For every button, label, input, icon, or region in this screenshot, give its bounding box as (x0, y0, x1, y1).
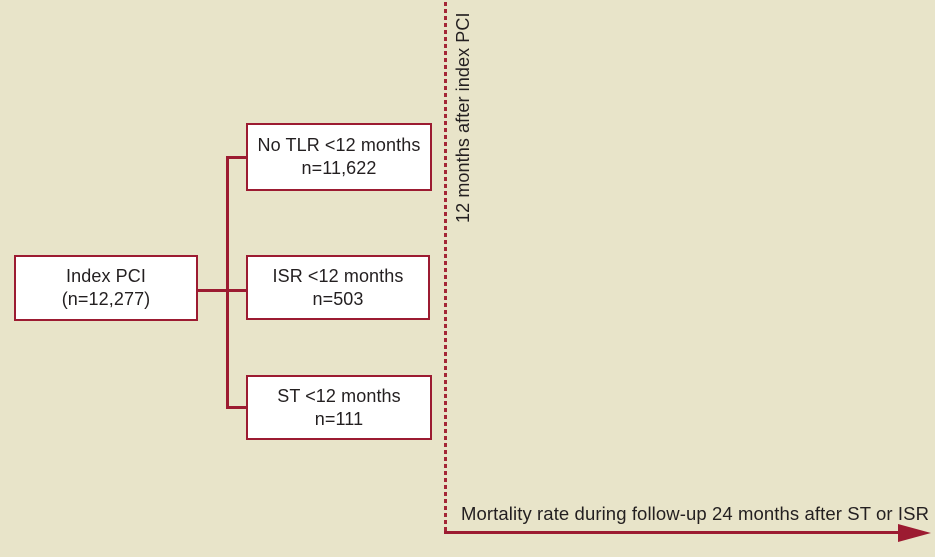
connector-branch-vertical (226, 156, 229, 409)
connector-branch-to-st (226, 406, 249, 409)
isr-count: n=503 (312, 288, 364, 309)
index-pci-count: (n=12,277) (61, 289, 151, 309)
mortality-arrow-line (444, 531, 902, 534)
connector-index-to-branch (196, 289, 249, 292)
timeline-vertical-label: 12 months after index PCI (453, 12, 473, 223)
index-pci-label: Index PCI (66, 266, 146, 286)
timeline-dashed-line (444, 2, 447, 533)
no-tlr-box: No TLR <12 months n=11,622 (246, 123, 432, 191)
st-box: ST <12 months n=111 (246, 375, 432, 440)
no-tlr-count: n=11,622 (301, 158, 377, 178)
index-pci-box: Index PCI (n=12,277) (14, 255, 198, 321)
isr-label: ISR <12 months (272, 265, 404, 286)
no-tlr-label: No TLR <12 months (257, 135, 421, 155)
mortality-axis-label: Mortality rate during follow-up 24 month… (461, 503, 930, 524)
st-count: n=111 (314, 408, 364, 429)
mortality-arrowhead-icon (898, 523, 931, 542)
isr-box: ISR <12 months n=503 (246, 255, 430, 320)
connector-branch-to-no-tlr (226, 156, 249, 159)
st-label: ST <12 months (277, 385, 401, 406)
